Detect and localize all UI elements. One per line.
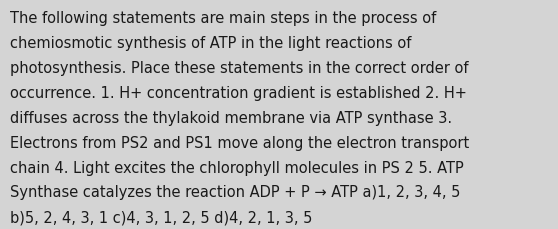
Text: chain 4. Light excites the chlorophyll molecules in PS 2 5. ATP: chain 4. Light excites the chlorophyll m…: [10, 160, 464, 175]
Text: diffuses across the thylakoid membrane via ATP synthase 3.: diffuses across the thylakoid membrane v…: [10, 110, 452, 125]
Text: Synthase catalyzes the reaction ADP + P → ATP a)1, 2, 3, 4, 5: Synthase catalyzes the reaction ADP + P …: [10, 185, 460, 199]
Text: The following statements are main steps in the process of: The following statements are main steps …: [10, 11, 436, 26]
Text: Electrons from PS2 and PS1 move along the electron transport: Electrons from PS2 and PS1 move along th…: [10, 135, 469, 150]
Text: chemiosmotic synthesis of ATP in the light reactions of: chemiosmotic synthesis of ATP in the lig…: [10, 36, 411, 51]
Text: occurrence. 1. H+ concentration gradient is established 2. H+: occurrence. 1. H+ concentration gradient…: [10, 86, 467, 101]
Text: photosynthesis. Place these statements in the correct order of: photosynthesis. Place these statements i…: [10, 61, 469, 76]
Text: b)5, 2, 4, 3, 1 c)4, 3, 1, 2, 5 d)4, 2, 1, 3, 5: b)5, 2, 4, 3, 1 c)4, 3, 1, 2, 5 d)4, 2, …: [10, 209, 312, 224]
